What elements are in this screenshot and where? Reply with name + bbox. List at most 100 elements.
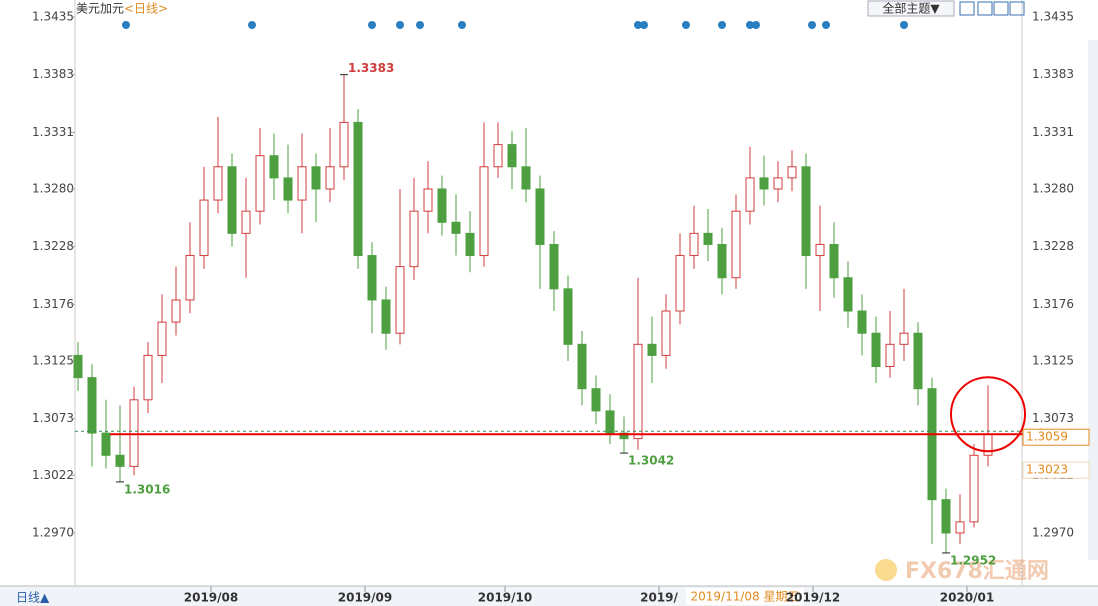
candle-body (661, 310, 671, 356)
candle-body (913, 332, 923, 390)
candle-body (731, 210, 741, 279)
extreme-label: 1.3383 (348, 61, 394, 75)
event-marker[interactable] (752, 21, 760, 29)
candle-body (647, 343, 657, 356)
y-tick-label: 1.3073 (32, 411, 74, 425)
candle-body (73, 354, 83, 379)
event-marker[interactable] (248, 21, 256, 29)
event-marker[interactable] (416, 21, 424, 29)
candle-body (325, 166, 335, 190)
candle-body (857, 310, 867, 334)
candle-body (199, 199, 209, 257)
event-marker[interactable] (368, 21, 376, 29)
candle-body (143, 354, 153, 401)
toolbar[interactable] (959, 1, 1025, 16)
price-label: 1.3059 (1026, 430, 1068, 444)
event-marker[interactable] (808, 21, 816, 29)
y-tick-label: 1.3383 (32, 67, 74, 81)
theme-button-label[interactable]: 全部主题▼ (882, 1, 940, 16)
event-marker[interactable] (634, 21, 642, 29)
candle-body (297, 166, 307, 201)
tool-icon[interactable] (959, 1, 975, 16)
event-marker[interactable] (718, 21, 726, 29)
candle-body (451, 221, 461, 234)
y-tick-label: 1.3073 (1032, 411, 1074, 425)
candle-body (409, 210, 419, 268)
candle-body (395, 266, 405, 334)
y-tick-label: 1.3331 (1032, 125, 1074, 139)
candle-body (689, 232, 699, 257)
candle-body (773, 177, 783, 190)
candle-body (507, 144, 517, 168)
candle-body (955, 521, 965, 534)
candle-body (367, 255, 377, 301)
candle-body (423, 188, 433, 212)
tool-icon[interactable] (977, 1, 993, 16)
candle-body (717, 243, 727, 279)
candle-body (101, 432, 111, 456)
candle-body (619, 432, 629, 440)
y-tick-label: 1.2970 (32, 525, 74, 539)
y-tick-label: 1.3435 (32, 9, 74, 23)
y-tick-label: 1.2970 (1032, 525, 1074, 539)
candle-body (703, 232, 713, 245)
extreme-label: 1.3042 (628, 454, 674, 468)
scrollbar (1088, 40, 1098, 560)
tool-icon[interactable] (993, 1, 1009, 16)
extreme-label: 1.2952 (950, 553, 996, 567)
candle-body (521, 166, 531, 190)
price-label-box (1022, 461, 1090, 479)
event-marker[interactable] (822, 21, 830, 29)
y-tick-label: 1.3125 (1032, 353, 1074, 367)
candle-body (87, 377, 97, 434)
theme-button[interactable] (867, 0, 955, 17)
event-marker[interactable] (900, 21, 908, 29)
candle-body (605, 410, 615, 434)
event-marker[interactable] (640, 21, 648, 29)
period: <日线> (124, 2, 168, 16)
candle-body (591, 388, 601, 412)
price-label-box (1022, 428, 1090, 446)
candle-body (283, 177, 293, 201)
candle-body (493, 144, 503, 168)
y-tick-label: 1.3280 (32, 181, 74, 195)
candle-body (829, 243, 839, 279)
candle-body (171, 299, 181, 323)
candle-body (339, 121, 349, 168)
y-tick-label: 1.3176 (32, 297, 74, 311)
x-axis-bar (0, 586, 1098, 606)
candle-body (759, 177, 769, 190)
candle-body (213, 166, 223, 201)
crosshair-date: 2019/11/08 星期五 (691, 590, 800, 604)
candle-body (535, 188, 545, 245)
y-tick-label: 1.3125 (32, 353, 74, 367)
event-marker[interactable] (396, 21, 404, 29)
candle-body (465, 232, 475, 257)
y-tick-label: 1.3228 (1032, 239, 1074, 253)
tool-icon[interactable] (1009, 1, 1025, 16)
x-tick-label: 2019/10 (478, 591, 532, 605)
watermark: FX678汇通网 (905, 559, 1049, 584)
chart-title: 美元加元 (76, 2, 124, 16)
x-tick-label: 2019/09 (338, 591, 392, 605)
x-tick-label: 2019/08 (184, 591, 238, 605)
candle-body (843, 277, 853, 312)
candle-body (927, 388, 937, 501)
event-marker[interactable] (682, 21, 690, 29)
y-tick-label: 1.3228 (32, 239, 74, 253)
period-button[interactable]: 日线▲ (16, 591, 50, 605)
extreme-label: 1.3016 (124, 482, 170, 496)
candle-body (311, 166, 321, 190)
event-marker[interactable] (458, 21, 466, 29)
event-marker[interactable] (746, 21, 754, 29)
candle-body (941, 499, 951, 534)
y-tick-label: 1.3176 (1032, 297, 1074, 311)
candle-body (899, 332, 909, 345)
event-marker[interactable] (122, 21, 130, 29)
candle-body (241, 210, 251, 234)
y-tick-label: 1.3435 (1032, 9, 1074, 23)
x-tick-label: 2020/01 (940, 591, 994, 605)
candle-body (871, 332, 881, 368)
candle-body (255, 155, 265, 212)
